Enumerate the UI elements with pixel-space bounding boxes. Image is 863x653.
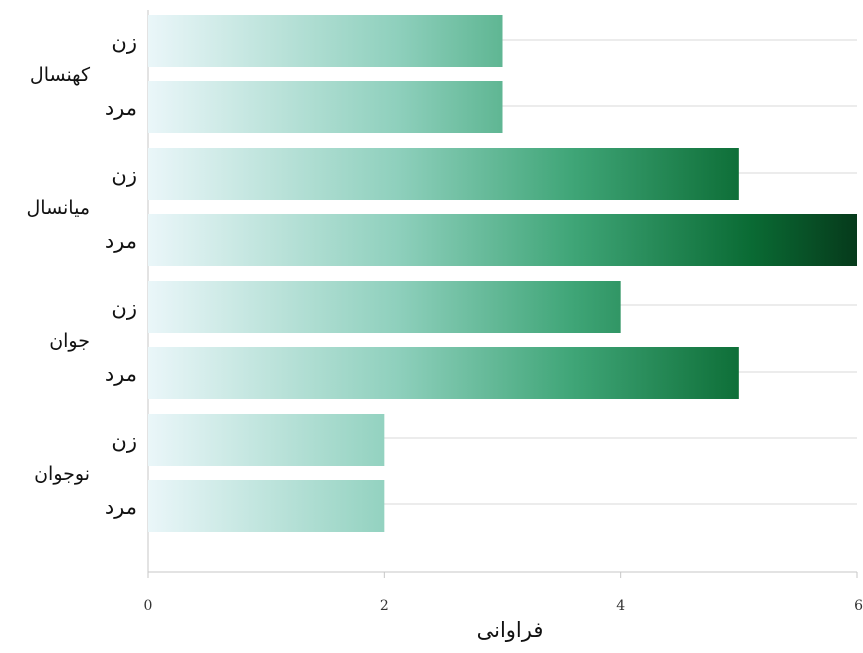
bar <box>148 414 385 466</box>
bar-label: مرد <box>105 495 137 519</box>
x-tick-label: 6 <box>854 598 863 614</box>
bar <box>148 480 385 532</box>
x-tick-label: 0 <box>144 598 153 614</box>
bar <box>148 214 857 266</box>
bar-label: زن <box>111 429 137 453</box>
bar-label: زن <box>111 30 137 54</box>
bar-label: مرد <box>105 96 137 120</box>
bar-label: زن <box>111 163 137 187</box>
bar <box>148 148 739 200</box>
bar <box>148 347 739 399</box>
x-tick-label: 2 <box>380 598 389 614</box>
x-tick-label: 4 <box>616 598 625 614</box>
bar <box>148 81 503 133</box>
category-labels: زن مرد کهنسال زن مرد میانسال زن مرد جوان زن مرد نوج… <box>26 30 137 519</box>
group-label: جوان <box>49 330 90 352</box>
bars <box>148 15 857 532</box>
x-axis: 0 2 4 6 <box>144 571 863 614</box>
bar-label: زن <box>111 296 137 320</box>
bar <box>148 15 503 67</box>
bar <box>148 281 621 333</box>
bar-label: مرد <box>105 229 137 253</box>
x-axis-title: فراوانی <box>477 618 544 642</box>
bar-label: مرد <box>105 362 137 386</box>
group-label: نوجوان <box>34 463 90 485</box>
group-label: کهنسال <box>30 64 91 86</box>
group-label: میانسال <box>26 197 90 219</box>
